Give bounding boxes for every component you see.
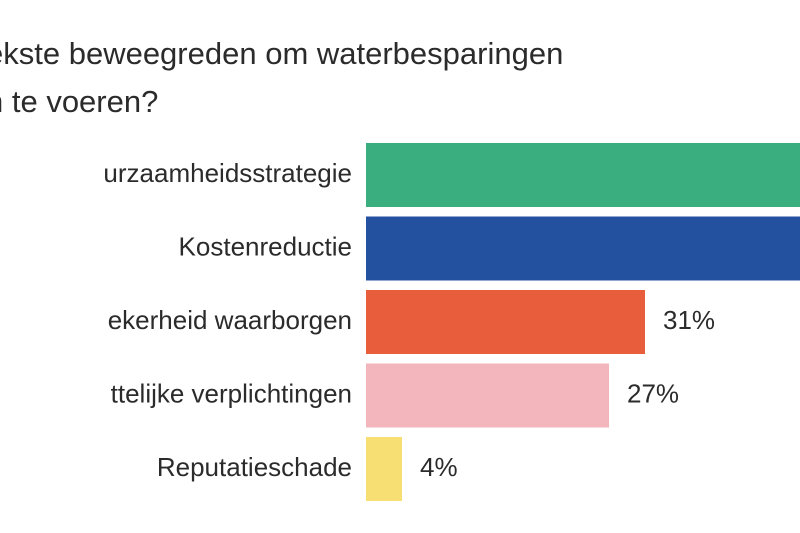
- value-label-5: 4%: [420, 452, 458, 482]
- bar-4: [366, 363, 609, 428]
- category-label-1: urzaamheidsstrategie: [103, 158, 352, 188]
- value-label-3: 31%: [663, 305, 715, 335]
- bar-3: [366, 290, 645, 354]
- category-label-3: ekerheid waarborgen: [108, 305, 352, 335]
- chart-title-line-2: n te voeren?: [0, 84, 159, 119]
- category-label-2: Kostenreductie: [179, 231, 352, 261]
- category-label-5: Reputatieschade: [157, 452, 352, 482]
- value-label-4: 27%: [627, 378, 679, 408]
- chart-title-line-1: ekste beweegreden om waterbesparingen: [0, 36, 564, 71]
- chart-title: ekste beweegreden om waterbesparingen n …: [0, 30, 786, 126]
- category-label-4: ttelijke verplichtingen: [111, 378, 352, 408]
- bar-2: [366, 216, 800, 281]
- bar-5: [366, 437, 402, 501]
- bar-1: [366, 143, 800, 207]
